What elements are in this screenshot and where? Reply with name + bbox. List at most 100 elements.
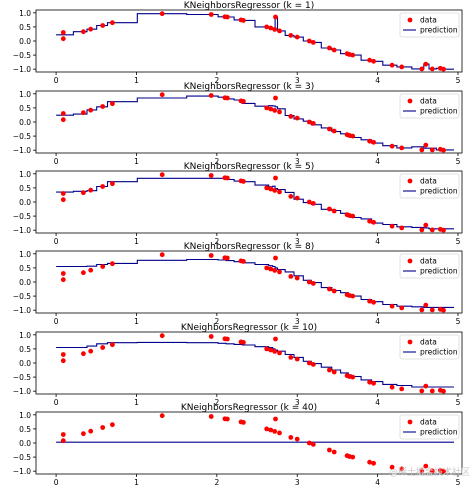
x-tick-label: 4 [375, 237, 380, 246]
chart-panel-k-40: KNeighborsRegressor (k = 40) −1.0 −0.5 0.0 0… [13, 403, 463, 486]
data-point [441, 307, 446, 313]
data-point [60, 117, 66, 123]
legend-data-label: data [420, 16, 437, 25]
data-point [350, 213, 356, 219]
data-point [350, 454, 356, 460]
legend-data-marker [407, 178, 413, 184]
data-point [81, 351, 86, 357]
data-point [264, 426, 270, 432]
data-point [224, 416, 230, 422]
data-point [371, 58, 376, 64]
data-point [331, 128, 337, 134]
legend-data-marker [407, 17, 413, 23]
legend-data-marker [407, 98, 413, 104]
chart-panel-k-3: KNeighborsRegressor (k = 3) −1.0 −0.5 0.0 0.… [13, 82, 463, 166]
y-tick-label: 0.5 [19, 23, 31, 32]
data-point [224, 255, 230, 261]
data-point [273, 14, 278, 20]
data-point [331, 369, 337, 375]
x-tick-label: 1 [134, 237, 139, 246]
plot-frame [35, 331, 463, 395]
data-point [288, 114, 294, 119]
data-point [264, 346, 270, 352]
y-tick-label: −0.5 [13, 132, 31, 141]
y-tick-label: 1.0 [19, 411, 31, 420]
prediction-line [56, 341, 454, 388]
data-point [367, 459, 372, 465]
x-tick-label: 0 [54, 76, 59, 85]
data-point [208, 334, 214, 339]
data-point [389, 143, 395, 149]
data-point [419, 307, 425, 313]
x-tick-label: 1 [134, 398, 139, 407]
y-tick-label: −1.0 [13, 65, 31, 74]
x-tick-label: 2 [214, 76, 219, 85]
data-point [327, 206, 332, 212]
y-tick-label: 1.0 [19, 331, 31, 340]
data-point [327, 447, 332, 453]
data-point [272, 188, 278, 193]
data-point [60, 111, 66, 116]
x-tick-label: 0 [54, 237, 59, 246]
x-tick-label: 4 [375, 478, 380, 486]
legend-box [399, 334, 460, 360]
data-point [423, 463, 429, 469]
data-point [367, 57, 372, 63]
data-point [208, 12, 214, 17]
data-point [60, 271, 66, 276]
data-point [371, 299, 376, 305]
data-point [100, 345, 106, 350]
plot-frame [35, 170, 463, 234]
legend-box [399, 414, 460, 440]
data-point [272, 27, 278, 32]
x-tick-label: 3 [295, 398, 300, 407]
data-point [288, 194, 294, 199]
data-point [81, 29, 86, 35]
data-point [277, 269, 282, 275]
legend-data-marker [407, 419, 413, 425]
data-point [310, 121, 316, 126]
data-point [88, 187, 94, 193]
data-point [208, 414, 214, 419]
x-tick-label: 3 [295, 76, 300, 85]
data-point [60, 432, 66, 437]
data-point [294, 356, 300, 362]
data-point [399, 466, 405, 472]
data-point [88, 428, 94, 434]
data-point [110, 181, 115, 187]
x-tick-label: 2 [214, 478, 219, 486]
y-tick-label: −0.5 [13, 51, 31, 60]
y-tick-label: 0.0 [19, 37, 31, 46]
data-point [441, 468, 446, 474]
data-point [419, 227, 425, 233]
data-point [159, 11, 165, 17]
data-point [264, 185, 270, 191]
data-point [100, 184, 106, 189]
data-point [110, 20, 115, 26]
data-point [81, 110, 86, 116]
data-point [371, 219, 376, 225]
data-point [331, 288, 337, 294]
x-tick-label: 5 [456, 317, 461, 326]
data-point [389, 62, 395, 68]
x-tick-label: 5 [456, 398, 461, 407]
data-point [268, 347, 274, 353]
data-point [60, 30, 66, 35]
prediction-line [56, 258, 454, 308]
data-point [110, 342, 115, 348]
data-point [273, 255, 278, 261]
data-point [429, 227, 435, 233]
legend-prediction-label: prediction [420, 187, 458, 196]
data-point [288, 274, 294, 279]
data-point [277, 109, 282, 115]
data-point [310, 362, 316, 367]
data-point [419, 147, 425, 153]
data-point [399, 64, 405, 70]
data-point [288, 33, 294, 38]
data-point [429, 388, 435, 394]
data-point [350, 374, 356, 380]
data-point [310, 281, 316, 286]
data-point [288, 435, 294, 440]
